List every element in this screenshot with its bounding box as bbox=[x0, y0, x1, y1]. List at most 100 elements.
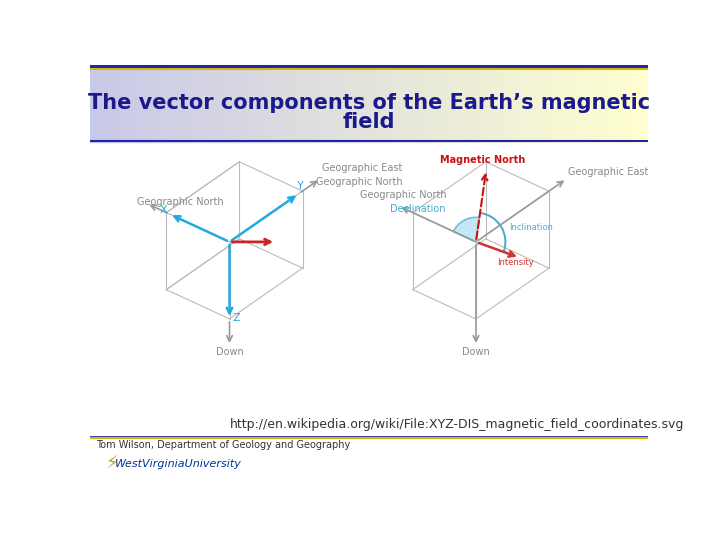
Bar bbox=[520, 65, 523, 142]
Bar bbox=[344, 65, 348, 142]
Bar bbox=[600, 65, 604, 142]
Bar bbox=[369, 65, 372, 142]
Bar bbox=[355, 65, 359, 142]
Bar bbox=[526, 65, 528, 142]
Bar bbox=[352, 65, 356, 142]
Bar bbox=[215, 65, 219, 142]
Bar bbox=[581, 65, 585, 142]
Bar bbox=[447, 65, 451, 142]
Bar bbox=[392, 65, 395, 142]
Bar bbox=[397, 65, 400, 142]
Text: field: field bbox=[343, 112, 395, 132]
Bar bbox=[414, 65, 417, 142]
Bar bbox=[124, 65, 127, 142]
Bar bbox=[428, 65, 431, 142]
Bar bbox=[277, 65, 281, 142]
Text: Down: Down bbox=[215, 347, 243, 357]
Bar bbox=[481, 65, 484, 142]
Bar bbox=[338, 65, 342, 142]
Bar bbox=[240, 65, 244, 142]
Bar bbox=[109, 65, 113, 142]
Bar bbox=[157, 65, 161, 142]
Bar bbox=[324, 65, 328, 142]
Bar bbox=[176, 65, 180, 142]
Bar bbox=[263, 65, 266, 142]
Bar bbox=[570, 65, 573, 142]
Text: Geographic North: Geographic North bbox=[137, 197, 223, 207]
Bar bbox=[310, 65, 314, 142]
Bar bbox=[500, 65, 504, 142]
Bar bbox=[274, 65, 278, 142]
Bar bbox=[285, 65, 289, 142]
Text: Geographic East: Geographic East bbox=[322, 163, 402, 173]
Bar bbox=[322, 65, 325, 142]
Bar bbox=[598, 65, 601, 142]
Bar bbox=[486, 65, 490, 142]
Bar bbox=[313, 65, 317, 142]
Bar bbox=[126, 65, 130, 142]
Bar bbox=[179, 65, 183, 142]
Bar bbox=[193, 65, 197, 142]
Bar bbox=[637, 65, 640, 142]
Bar bbox=[615, 65, 618, 142]
Bar bbox=[364, 65, 367, 142]
Text: X: X bbox=[159, 205, 167, 214]
Bar bbox=[572, 65, 576, 142]
Bar bbox=[238, 65, 241, 142]
Bar bbox=[545, 65, 549, 142]
Bar bbox=[190, 65, 194, 142]
Bar bbox=[478, 65, 482, 142]
Bar bbox=[567, 65, 571, 142]
Bar bbox=[112, 65, 116, 142]
Bar bbox=[584, 65, 588, 142]
Bar bbox=[578, 65, 582, 142]
Bar bbox=[590, 65, 593, 142]
Bar bbox=[528, 65, 531, 142]
Bar bbox=[327, 65, 330, 142]
Bar bbox=[358, 65, 361, 142]
Bar bbox=[138, 65, 141, 142]
Bar bbox=[347, 65, 350, 142]
Text: Magnetic North: Magnetic North bbox=[440, 156, 525, 165]
Bar bbox=[132, 65, 135, 142]
Bar bbox=[475, 65, 479, 142]
Bar bbox=[639, 65, 643, 142]
Bar bbox=[221, 65, 225, 142]
Bar bbox=[645, 65, 649, 142]
Text: http://en.wikipedia.org/wiki/File:XYZ-DIS_magnetic_field_coordinates.svg: http://en.wikipedia.org/wiki/File:XYZ-DI… bbox=[230, 418, 684, 431]
Bar bbox=[129, 65, 132, 142]
Bar bbox=[246, 65, 250, 142]
Bar bbox=[642, 65, 646, 142]
Bar bbox=[148, 65, 152, 142]
Bar bbox=[467, 65, 470, 142]
Text: Tom Wilson, Department of Geology and Geography: Tom Wilson, Department of Geology and Ge… bbox=[96, 440, 351, 450]
Bar bbox=[531, 65, 534, 142]
Bar bbox=[260, 65, 264, 142]
Bar bbox=[224, 65, 228, 142]
Bar bbox=[372, 65, 375, 142]
Bar bbox=[626, 65, 629, 142]
Bar bbox=[252, 65, 256, 142]
Bar bbox=[450, 65, 454, 142]
Bar bbox=[489, 65, 492, 142]
Bar bbox=[609, 65, 613, 142]
Bar bbox=[207, 65, 211, 142]
Bar bbox=[174, 65, 177, 142]
Bar bbox=[550, 65, 554, 142]
Bar bbox=[154, 65, 158, 142]
Bar bbox=[140, 65, 144, 142]
Bar bbox=[408, 65, 412, 142]
Bar bbox=[425, 65, 428, 142]
Bar bbox=[444, 65, 448, 142]
Bar bbox=[631, 65, 635, 142]
Bar bbox=[405, 65, 409, 142]
Text: Inclination: Inclination bbox=[509, 224, 553, 232]
Bar bbox=[508, 65, 512, 142]
Bar bbox=[386, 65, 390, 142]
Bar bbox=[587, 65, 590, 142]
Bar bbox=[534, 65, 537, 142]
Bar bbox=[210, 65, 214, 142]
Text: The vector components of the Earth’s magnetic: The vector components of the Earth’s mag… bbox=[88, 93, 650, 113]
Bar bbox=[330, 65, 333, 142]
Bar bbox=[389, 65, 392, 142]
